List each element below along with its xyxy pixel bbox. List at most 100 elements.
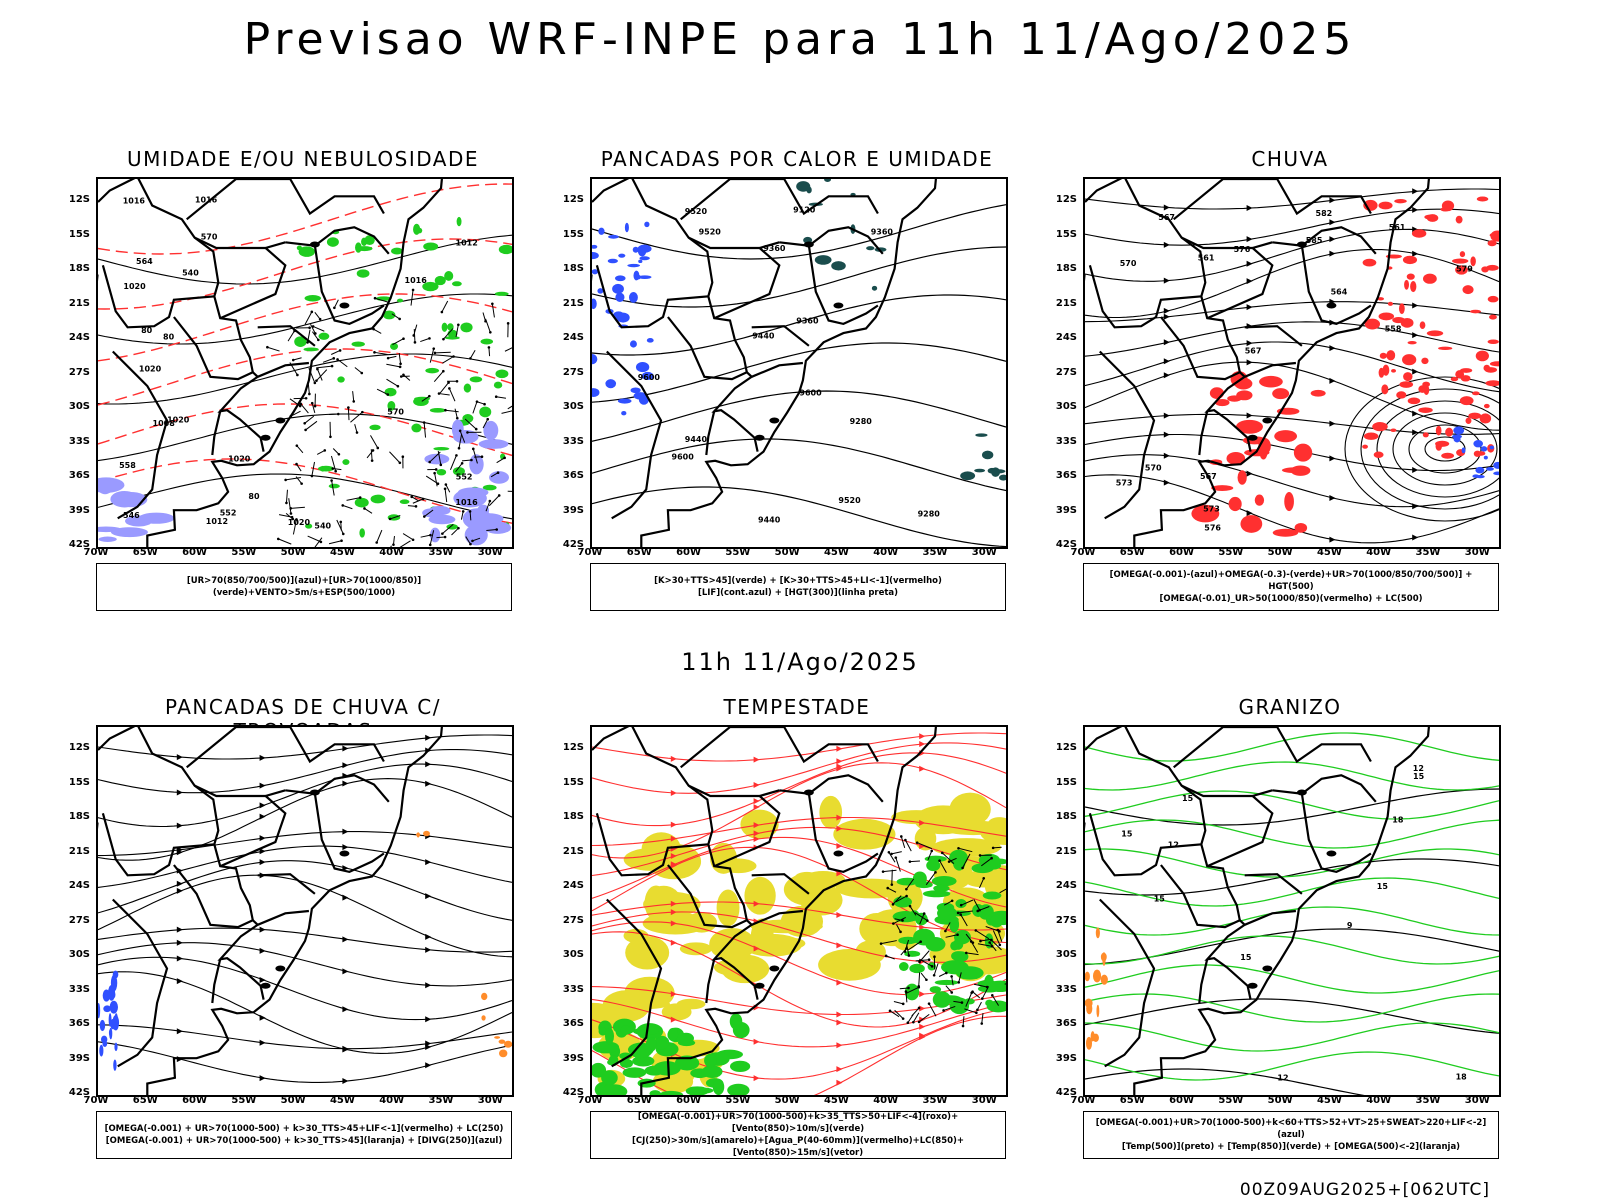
flow-arrowhead [1329,420,1336,427]
longitude-tick: 30W [477,1095,503,1106]
thunderstorm-orange-area [481,1015,486,1021]
longitude-tick: 40W [873,547,899,558]
wind-vector [341,504,353,510]
rain-red-area [1381,384,1389,395]
wind-vector [879,940,897,945]
longitude-tick: 55W [725,1095,751,1106]
contour-label: 1008 [153,419,176,428]
humidity-blue-area [98,536,117,542]
rain-red-area [1472,391,1480,396]
jet-yellow-area [827,949,877,980]
wind-green-area [964,998,975,1005]
contour-label: 12 [1413,764,1424,773]
flow-arrowhead [259,859,266,866]
streamline [592,1015,1006,1095]
jet-yellow-area [652,1069,694,1094]
rain-blue-area [1493,471,1499,476]
contour-label: 9520 [838,496,861,505]
longitude-tick: 55W [231,1095,257,1106]
rain-red-area [1435,441,1442,451]
east-coastline [640,179,937,547]
wind-vector [331,349,342,355]
jet-yellow-area [716,889,740,927]
lake-mark [339,302,350,309]
latitude-tick: 15S [1055,776,1077,788]
flow-arrowhead [1412,302,1419,309]
rain-red-area [1378,367,1385,378]
streamline [592,998,1006,1048]
legend-line: [UR>70(850/700/500)](azul)+[UR>70(1000/8… [186,576,422,598]
border-line [1198,411,1209,456]
longitude-tick: 60W [676,1095,702,1106]
lif-blue-contour [639,256,650,261]
humidity-blue-area [121,492,139,506]
flow-arrowhead [176,939,183,946]
wind-vector [329,412,340,416]
humidity-green-area [328,483,340,489]
wind-vector [953,1000,964,1004]
longitude-tick: 35W [922,1095,948,1106]
border-line [713,789,781,868]
border-line [1085,727,1207,877]
flow-arrowhead [425,946,432,953]
wind-green-area [729,1060,751,1072]
thunderstorm-orange-area [416,833,421,837]
lake-mark [769,417,780,424]
wind-green-area [909,963,925,974]
longitude-tick: 35W [428,547,454,558]
contour-label: 558 [1385,325,1402,334]
wind-vector [376,388,390,396]
contour-label: 570 [1145,464,1162,473]
humidity-green-area [482,484,497,491]
latitude-tick: 42S [68,1087,90,1098]
flow-arrowhead [836,870,843,877]
rain-red-area [1293,443,1313,462]
height-contour [592,438,1006,492]
longitude-tick: 70W [577,1095,603,1106]
flow-arrowhead [753,781,760,788]
longitude-tick: 40W [1366,547,1392,558]
wind-vector [896,924,902,934]
contour-label: 1016 [123,196,146,205]
legend-line: [OMEGA(-0.001) + UR>70(1000-500) + k>30_… [104,1124,504,1134]
rain-red-area [1435,425,1442,436]
wind-vector [407,505,418,508]
longitude-tick: 65W [1119,1095,1145,1106]
wind-vector [285,489,288,505]
wind-vector [506,322,510,338]
rain-red-area [1445,427,1454,437]
wind-green-area [600,1084,628,1095]
rain-red-area [1406,273,1415,280]
flow-arrowhead [753,835,760,842]
map-canvas: 1016 1020 1016 1020 1020 1016 1012 1008 1016 1012… [98,179,512,547]
wind-vector [437,392,450,396]
longitude-tick: 60W [676,547,702,558]
flow-arrowhead [1412,534,1419,541]
rain-red-area [1402,354,1417,366]
wind-green-area [598,1027,608,1036]
lake-mark [1247,434,1258,441]
wind-vector [455,323,460,338]
border-line [667,296,749,381]
flow-arrowhead [342,745,349,752]
wind-green-area [898,962,909,971]
wind-vector [942,1005,956,1012]
border-line [1206,241,1274,320]
rain-red-area [1394,198,1407,204]
wind-vector [490,471,500,478]
flow-arrowhead [425,1016,432,1023]
jet-yellow-area [625,935,670,970]
rain-red-area [1455,215,1463,224]
wind-green-area [933,884,950,892]
legend-line: [OMEGA(-0.001)+UR>70(1000-500)+k<60+TTS>… [1095,1118,1487,1140]
flow-arrowhead [1246,359,1253,366]
humidity-green-area [434,275,446,286]
rain-red-area [1422,432,1429,438]
wind-vector [392,535,395,546]
rain-red-area [1284,491,1294,512]
map-frame: 585 582 579 576 573 570 567 567 564 561 576 570 573 5… [1083,177,1501,549]
rain-red-area [1391,368,1397,373]
contour-label: 9600 [638,373,661,382]
wind-green-area [990,914,1004,928]
pressure-contour [98,473,512,520]
